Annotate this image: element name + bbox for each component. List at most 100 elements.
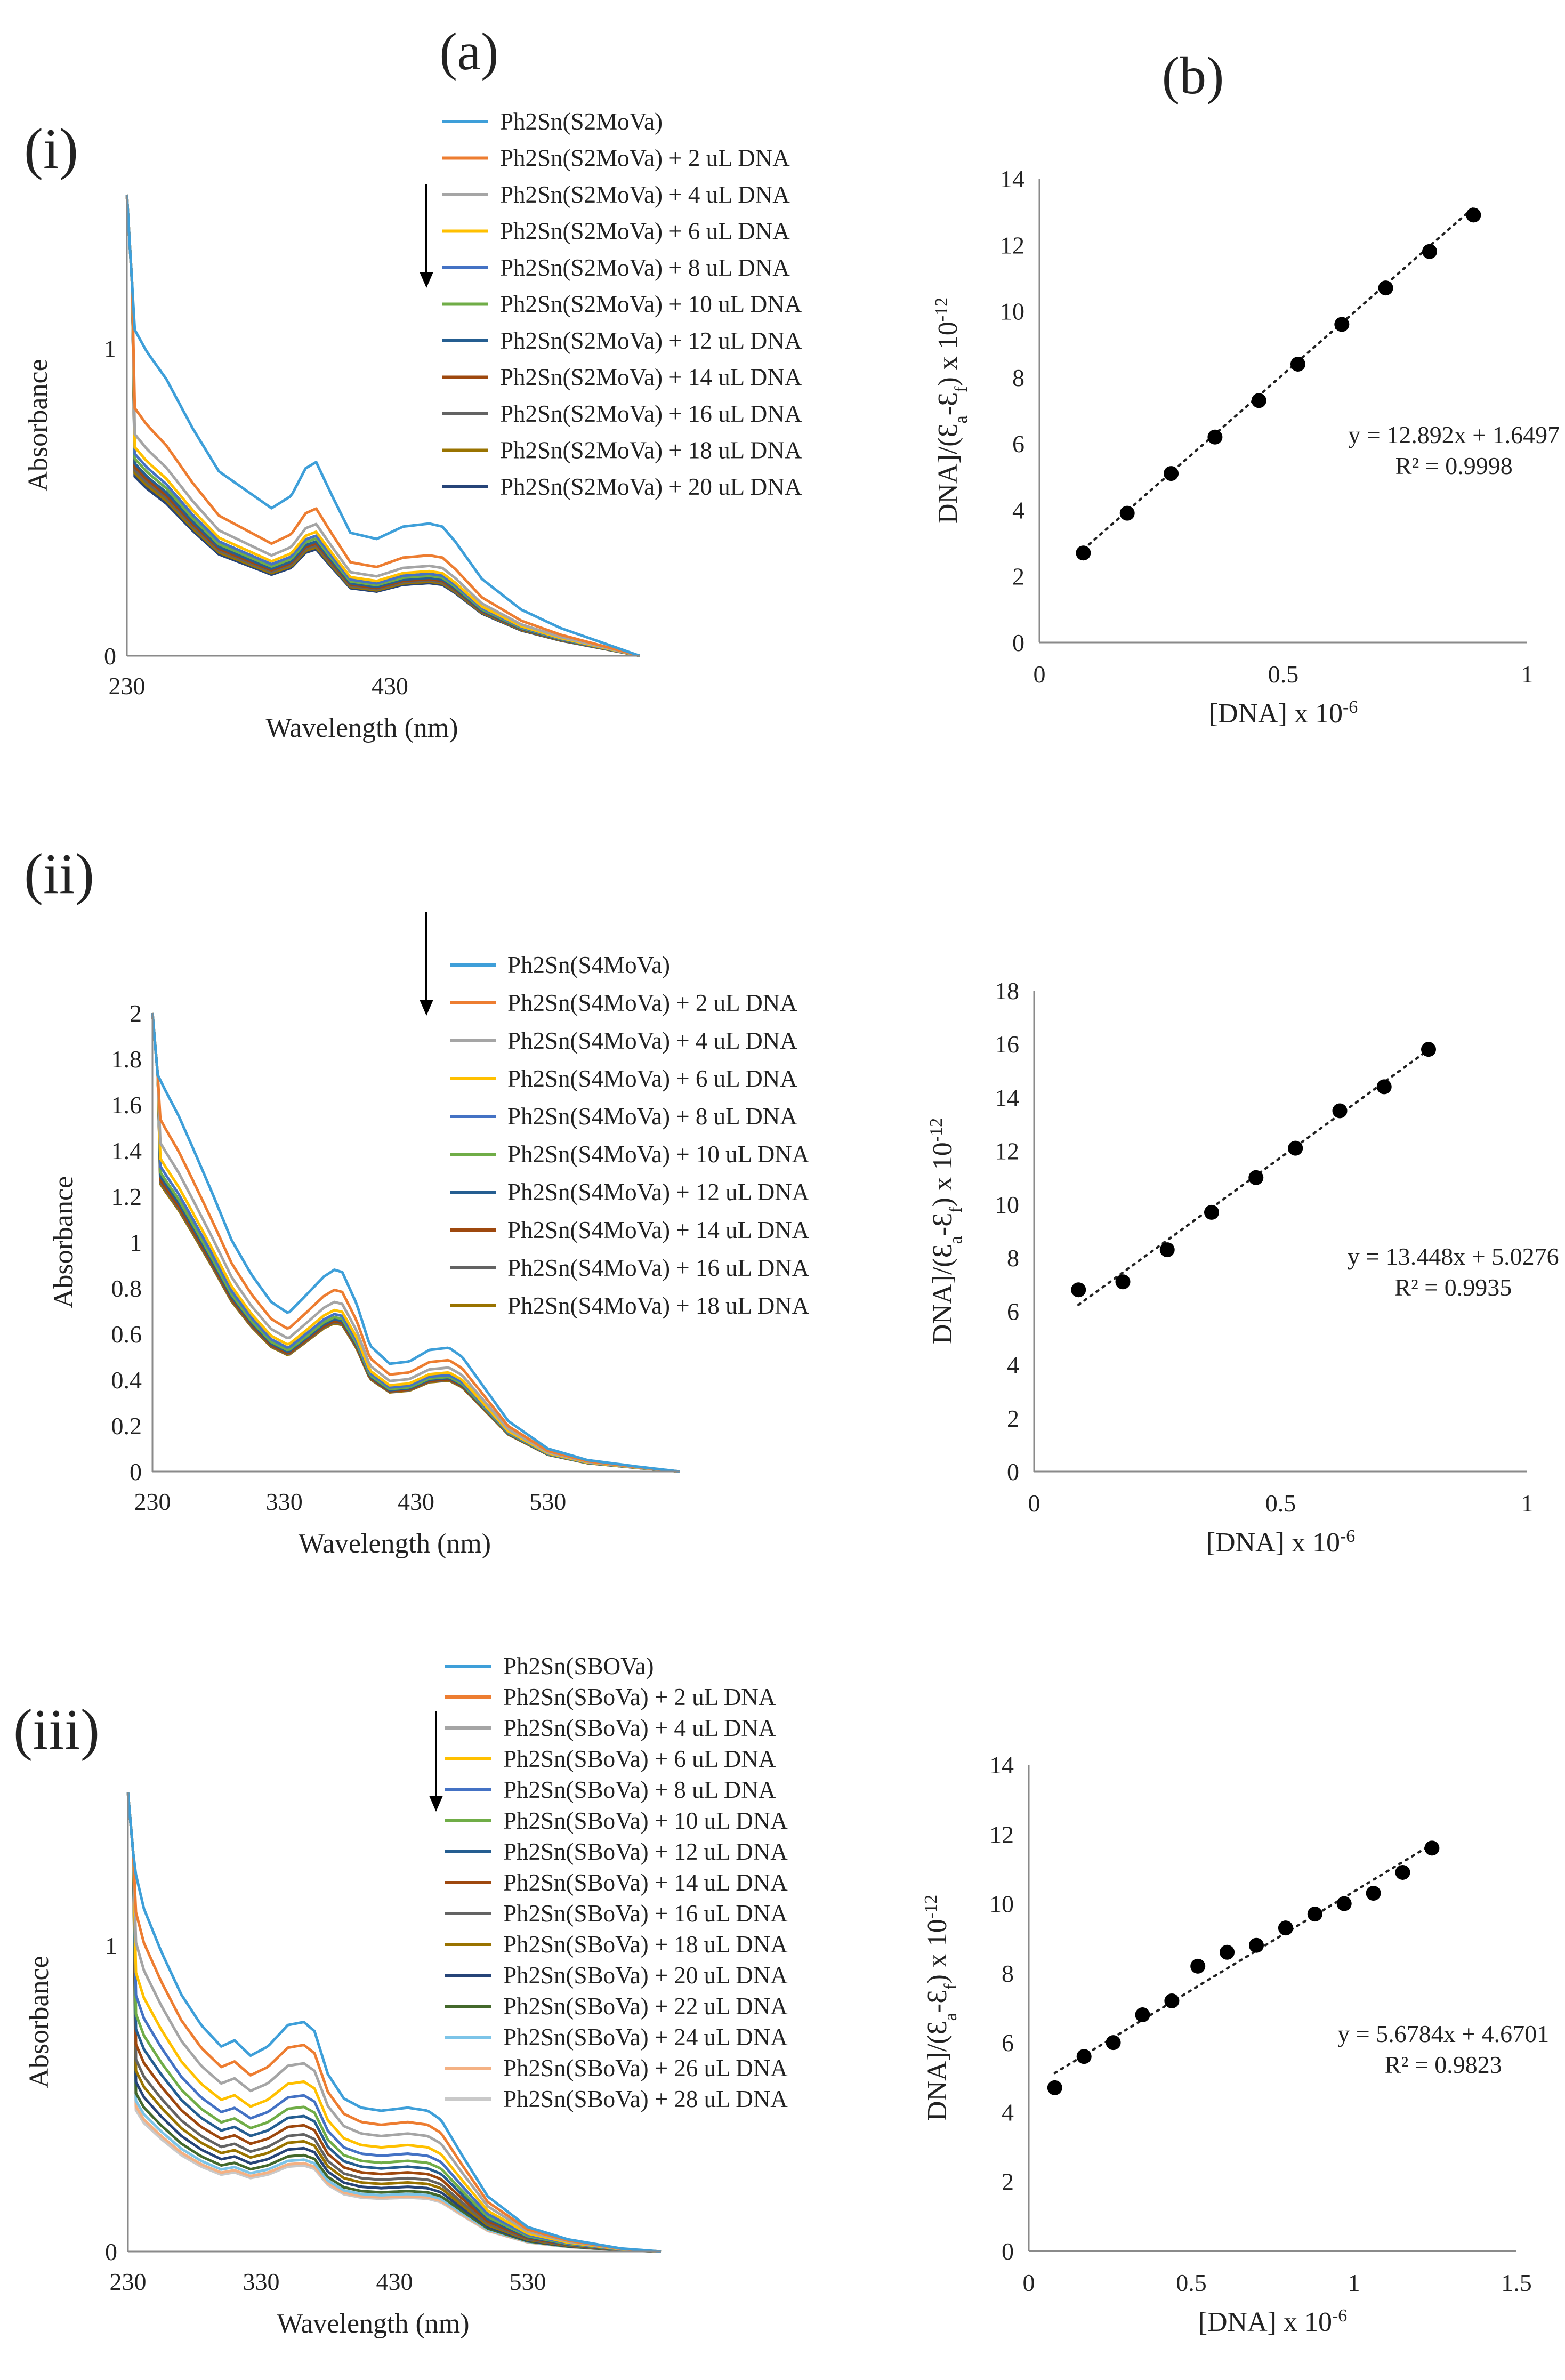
y-axis-title-exponent: -12 [921,1895,941,1919]
y-tick-label: 0 [105,2238,117,2265]
y-tick-label: 16 [995,1031,1019,1058]
data-point [1119,505,1135,521]
data-point [1106,2035,1121,2051]
y-axis-title: Absorbance [24,1956,54,2088]
y-tick-label: 8 [1002,1960,1014,1987]
data-point [1278,1920,1293,1936]
y-tick-label: 14 [989,1751,1014,1779]
y-tick-label: 2 [1007,1405,1019,1432]
data-point [1164,466,1179,481]
legend-entry: Ph2Sn(S2MoVa) + 18 uL DNA [500,437,802,464]
data-point [1288,1140,1303,1156]
legend-entry: Ph2Sn(SBoVa) + 6 uL DNA [503,1746,776,1772]
legend-entry: Ph2Sn(S4MoVa) + 6 uL DNA [507,1065,797,1092]
data-point [1207,429,1223,445]
y-tick-label: 2 [1002,2168,1014,2196]
legend-entry: Ph2Sn(S2MoVa) + 2 uL DNA [500,145,790,172]
legend-entry: Ph2Sn(SBoVa) + 16 uL DNA [503,1900,788,1927]
y-tick-label: 1.6 [111,1091,142,1119]
y-tick-label: 6 [1007,1298,1019,1325]
x-tick-label: 0.5 [1268,661,1299,688]
data-point [1422,244,1437,259]
legend-entry: Ph2Sn(S2MoVa) + 8 uL DNA [500,254,790,281]
x-tick-label: 430 [398,1488,434,1515]
data-point [1076,2049,1092,2064]
y-axis-title: DNA]/(Ɛa-Ɛf) x 10-12 [932,298,971,524]
y-tick-label: 6 [1012,430,1024,457]
legend-entry: Ph2Sn(SBoVa) + 4 uL DNA [503,1715,776,1741]
y-tick-label: 0.4 [111,1366,142,1394]
legend-entry: Ph2Sn(S4MoVa) + 2 uL DNA [507,990,797,1016]
x-tick-label: 0 [1023,2269,1035,2296]
x-tick-label: 530 [510,2268,546,2295]
data-point [1366,1886,1381,1901]
x-tick-label: 0.5 [1265,1490,1296,1517]
legend-entry: Ph2Sn(SBoVa) + 26 uL DNA [503,2055,788,2081]
y-tick-label: 0 [130,1458,142,1485]
x-tick-label: 1 [1521,1490,1534,1517]
row-label-iii: (iii) [13,1698,100,1762]
x-axis-title: [DNA] x 10-6 [1206,1526,1356,1558]
legend-entry: Ph2Sn(S2MoVa) + 4 uL DNA [500,181,790,208]
y-tick-label: 0.8 [111,1275,142,1302]
y-tick-label: 0.6 [111,1321,142,1348]
y-axis-title-subscript: f [951,386,971,392]
series-line-0 [125,194,640,657]
data-point [1378,280,1393,296]
x-tick-label: 1 [1348,2269,1360,2296]
x-tick-label: 530 [529,1488,566,1515]
y-axis-title-subscript: f [946,1207,966,1213]
panel-iii-b: 0 2 4 6 8 10 12 14 0 0.5 1 1.5 y = 5.6784x + 4.6701 R… [921,1751,1550,2337]
x-tick-label: 0 [1028,1490,1040,1517]
y-tick-label: 0 [1002,2238,1014,2265]
legend-entry: Ph2Sn(SBoVa) + 18 uL DNA [503,1931,788,1958]
legend-entry: Ph2Sn(S4MoVa) + 16 uL DNA [507,1255,810,1281]
series-line-0 [151,1012,680,1473]
y-axis-title-subscript: a [951,415,971,423]
x-tick-label: 230 [109,672,146,699]
x-tick-label: 1.5 [1501,2269,1532,2296]
legend-entry: Ph2Sn(S2MoVa) + 10 uL DNA [500,291,802,318]
y-axis-title-subscript: a [946,1236,966,1244]
y-tick-label: 0 [104,642,116,670]
x-axis-title-exponent: -6 [1332,2306,1347,2326]
y-axis-title-subscript: f [941,1983,961,1990]
data-point [1332,1103,1348,1119]
x-axis-title: Wavelength (nm) [277,2309,469,2339]
y-tick-label: 10 [995,1191,1019,1218]
y-axis-title: DNA]/(Ɛa-Ɛf) x 10-12 [921,1895,961,2121]
legend-entry: Ph2Sn(S4MoVa) + 4 uL DNA [507,1027,797,1054]
data-point [1307,1907,1322,1922]
trendline-equation: y = 5.6784x + 4.6701 [1337,2020,1549,2047]
y-tick-label: 2 [130,1000,142,1027]
data-point [1421,1042,1436,1057]
y-tick-label: 4 [1012,496,1024,524]
legend-entry: Ph2Sn(SBoVa) + 20 uL DNA [503,1962,788,1989]
legend-entry: Ph2Sn(S2MoVa) + 16 uL DNA [500,400,802,427]
legend-entry: Ph2Sn(S4MoVa) + 10 uL DNA [507,1141,810,1168]
panel-i-a: 0 1 230 430 Wavelength (nm) Absorbance Ph2Sn(S… [23,108,802,743]
y-tick-label: 12 [989,1821,1014,1848]
r-squared-label: R² = 0.9823 [1385,2051,1502,2078]
y-axis-title-subscript: a [941,2013,961,2021]
legend-entry: Ph2Sn(SBoVa) + 22 uL DNA [503,1993,788,2020]
column-label-a: (a) [440,22,499,81]
row-label-ii: (ii) [24,842,94,906]
legend-entry: Ph2Sn(S4MoVa) + 8 uL DNA [507,1103,797,1130]
y-axis-title-part: DNA]/(Ɛ [922,2021,953,2121]
legend-entry: Ph2Sn(S2MoVa) [500,108,663,135]
legend-entry: Ph2Sn(S2MoVa) + 12 uL DNA [500,327,802,354]
y-tick-label: 1 [130,1229,142,1256]
y-tick-label: 12 [1000,231,1024,259]
legend-entry: Ph2Sn(SBoVa) + 28 uL DNA [503,2086,788,2112]
y-axis-title: Absorbance [49,1176,79,1308]
x-tick-label: 0 [1034,661,1046,688]
data-point [1424,1840,1440,1856]
legend-entry: Ph2Sn(S2MoVa) + 14 uL DNA [500,364,802,391]
data-point [1376,1079,1392,1095]
data-point [1076,545,1091,561]
x-tick-label: 1 [1521,661,1534,688]
data-point [1115,1274,1131,1290]
x-axis-title: [DNA] x 10-6 [1198,2306,1348,2338]
